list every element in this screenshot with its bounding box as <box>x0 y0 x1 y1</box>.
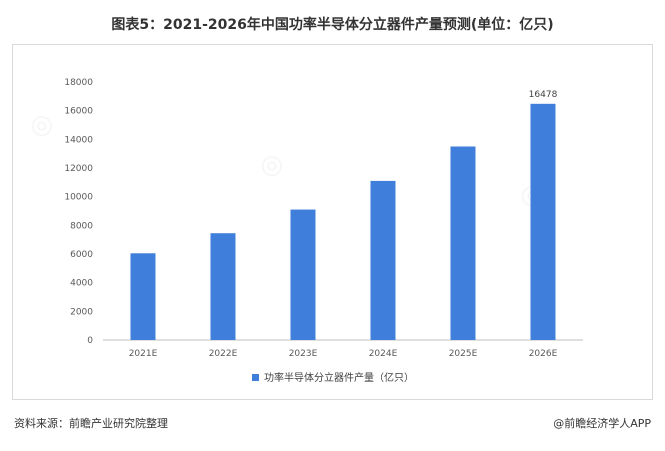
y-tick-label: 8000 <box>70 221 93 231</box>
chart-frame <box>12 44 653 400</box>
bar-2024E <box>370 180 396 340</box>
bar-2021E <box>130 253 156 340</box>
x-tick-label: 2022E <box>209 349 238 359</box>
credit-note: @前瞻经济学人APP <box>553 417 651 430</box>
source-note: 资料来源：前瞻产业研究院整理 <box>14 417 168 430</box>
chart-title: 图表5：2021-2026年中国功率半导体分立器件产量预测(单位：亿只) <box>111 17 554 33</box>
x-tick-label: 2025E <box>449 349 478 359</box>
bar-2022E <box>210 233 236 340</box>
x-tick-label: 2026E <box>529 349 558 359</box>
legend-label: 功率半导体分立器件产量（亿只） <box>264 371 414 384</box>
x-tick-label: 2024E <box>369 349 398 359</box>
bar-2025E <box>450 146 476 340</box>
x-tick-label: 2021E <box>129 349 158 359</box>
data-label: 16478 <box>529 90 558 100</box>
y-tick-label: 16000 <box>64 107 93 117</box>
legend-swatch <box>252 374 259 381</box>
y-tick-label: 12000 <box>64 164 93 174</box>
y-tick-label: 6000 <box>70 250 93 260</box>
bar-2026E <box>530 103 556 340</box>
bar-2023E <box>290 209 316 340</box>
y-tick-label: 0 <box>87 336 93 346</box>
y-tick-label: 18000 <box>64 78 93 88</box>
x-tick-label: 2023E <box>289 349 318 359</box>
y-tick-label: 4000 <box>70 279 93 289</box>
y-tick-label: 14000 <box>64 135 93 145</box>
y-tick-label: 2000 <box>70 307 93 317</box>
y-tick-label: 10000 <box>64 193 93 203</box>
